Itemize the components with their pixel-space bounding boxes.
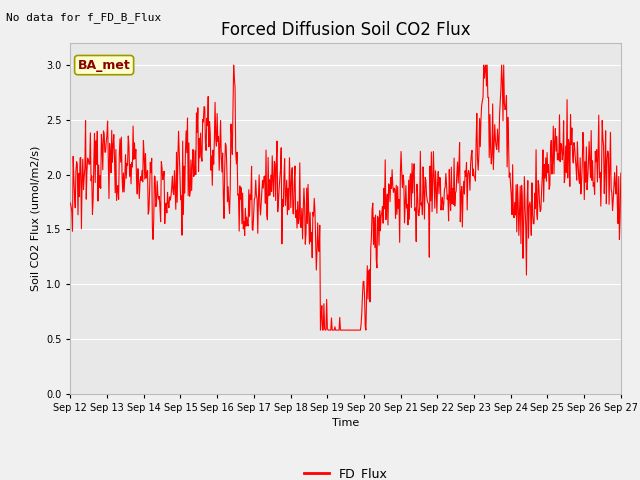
X-axis label: Time: Time [332,418,359,428]
Text: No data for f_FD_B_Flux: No data for f_FD_B_Flux [6,12,162,23]
Y-axis label: Soil CO2 Flux (umol/m2/s): Soil CO2 Flux (umol/m2/s) [30,146,40,291]
Title: Forced Diffusion Soil CO2 Flux: Forced Diffusion Soil CO2 Flux [221,21,470,39]
Text: BA_met: BA_met [77,59,131,72]
Legend: FD_Flux: FD_Flux [299,462,392,480]
